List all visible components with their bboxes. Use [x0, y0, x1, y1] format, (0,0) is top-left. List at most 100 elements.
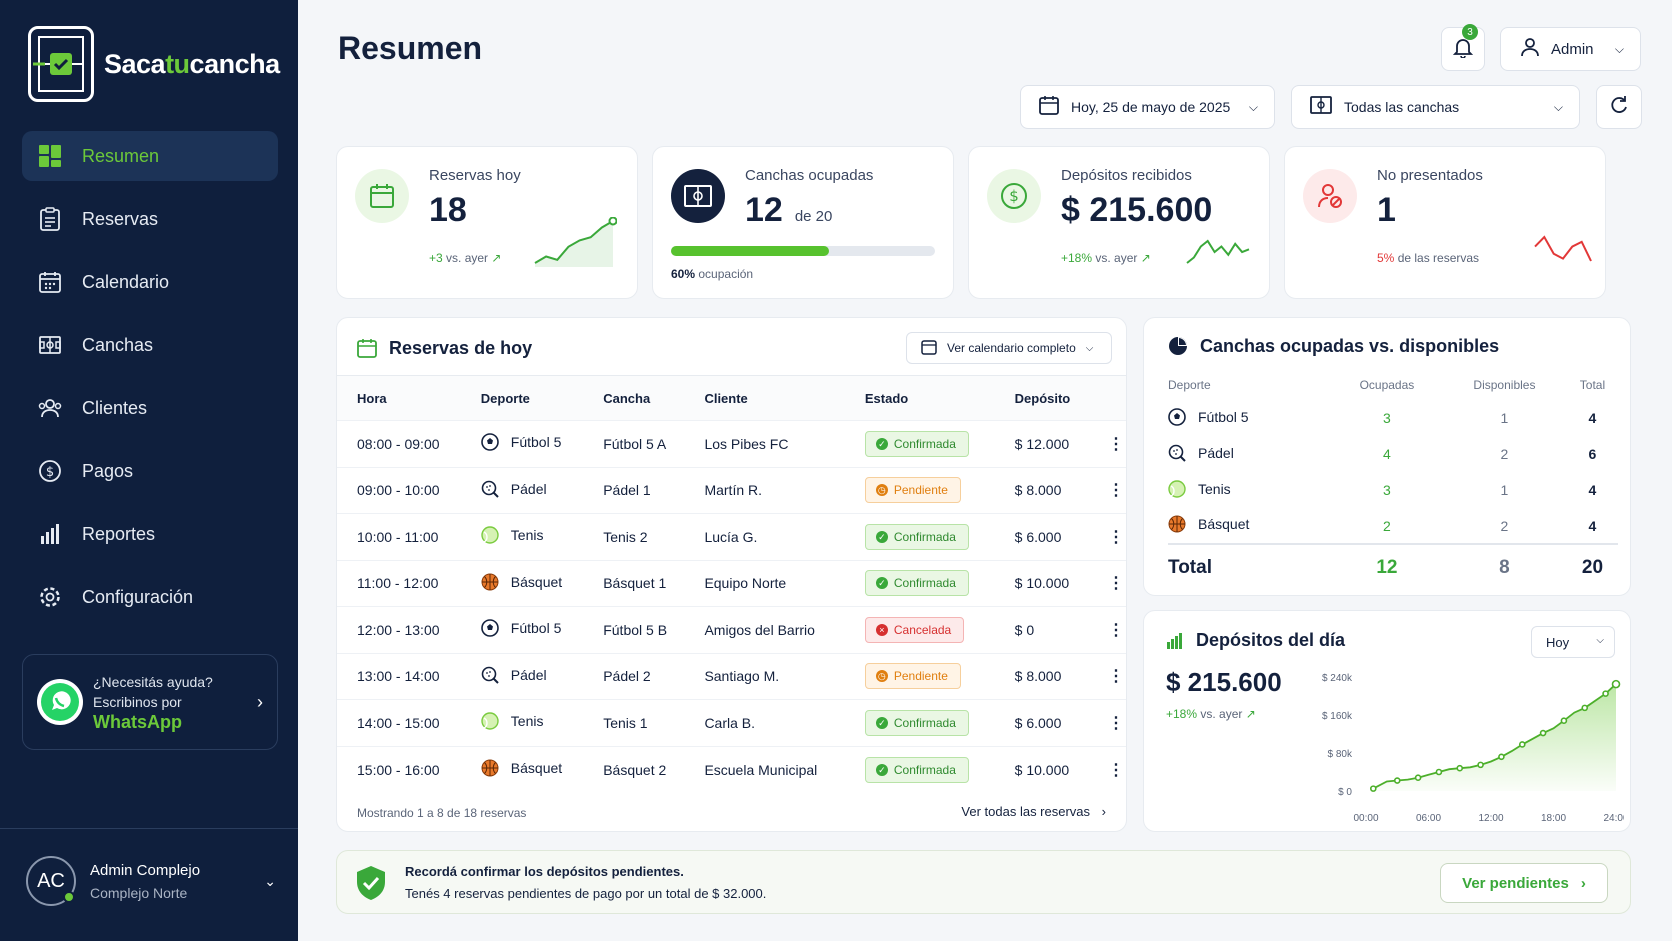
table-row[interactable]: 08:00 - 09:00 Fútbol 5 Fútbol 5 A Los Pibes…	[337, 420, 1126, 467]
fields-filter-select[interactable]: Todas las canchas ⌵	[1291, 85, 1580, 129]
status-label: Pendiente	[893, 669, 948, 684]
field-icon	[671, 169, 725, 223]
sport-label: Básquet	[1198, 516, 1250, 532]
y-tick-label: $ 0	[1338, 787, 1352, 798]
table-header-row: Deporte Ocupadas Disponibles Total	[1168, 370, 1618, 400]
bell-icon	[1452, 36, 1474, 62]
admin-menu-button[interactable]: Admin ⌵	[1500, 27, 1641, 71]
sport-label: Tenis	[1198, 480, 1231, 497]
x-tick-label: 12:00	[1478, 813, 1503, 824]
y-tick-label: $ 240k	[1322, 673, 1353, 684]
table-row: Pádel 4 2 6	[1168, 436, 1618, 472]
table-row[interactable]: 11:00 - 12:00 Básquet Básquet 1 Equipo Nort…	[337, 559, 1126, 607]
row-actions-menu-icon[interactable]: ⋮	[1086, 745, 1126, 793]
table-row[interactable]: 12:00 - 13:00 Fútbol 5 Fútbol 5 B Amigos de…	[337, 606, 1126, 653]
column-header: Total	[1579, 378, 1606, 392]
field-icon	[38, 333, 62, 357]
user-profile[interactable]: AC Admin Complejo Complejo Norte ⌄	[26, 856, 276, 906]
sidebar-item-label: Pagos	[82, 460, 134, 481]
sidebar-item-label: Reservas	[82, 208, 159, 229]
card-title: Depósitos del día	[1196, 630, 1346, 650]
cell-available: 1	[1500, 410, 1509, 426]
sport-label: Tenis	[510, 527, 544, 544]
table-row[interactable]: 10:00 - 11:00 Tenis Tenis 2 Lucía G. ✓ Confir…	[337, 513, 1126, 560]
cell-occupied: 4	[1383, 446, 1391, 462]
row-actions-menu-icon[interactable]: ⋮	[1086, 559, 1126, 607]
view-all-reservations-link[interactable]: Ver todas las reservas ›	[961, 804, 1106, 819]
column-header: Disponibles	[1473, 378, 1536, 392]
sidebar-item-configuracion[interactable]: Configuración	[22, 572, 278, 622]
table-row[interactable]: 13:00 - 14:00 Pádel Pádel 2 Santiago M. ◷ Pen…	[337, 652, 1126, 700]
trend-sparkline	[534, 217, 617, 267]
sidebar-item-reservas[interactable]: Reservas	[22, 194, 278, 244]
sidebar-item-clientes[interactable]: Clientes	[22, 383, 278, 433]
sidebar-item-canchas[interactable]: Canchas	[22, 320, 278, 370]
cell-total: 4	[1588, 410, 1597, 426]
sidebar-item-calendario[interactable]: Calendario	[22, 257, 278, 307]
cell-deposit: $ 8.000	[994, 466, 1086, 514]
chevron-right-icon: ›	[1580, 874, 1586, 892]
card-title: Reservas de hoy	[389, 338, 533, 358]
chevron-down-icon: ⌵	[1553, 100, 1563, 114]
notifications-button[interactable]: 3	[1441, 24, 1485, 71]
occupancy-label: 60% ocupación	[671, 267, 754, 281]
whatsapp-help-card[interactable]: ¿Necesitás ayuda? Escribinos por WhatsAp…	[22, 654, 278, 750]
banner-title: Recordá confirmar los depósitos pendient…	[405, 864, 684, 879]
whatsapp-icon	[37, 679, 83, 725]
row-actions-menu-icon[interactable]: ⋮	[1086, 606, 1126, 653]
kpi-value: 12 de 20	[745, 191, 833, 229]
soccer-ball-icon	[1168, 407, 1186, 426]
table-row[interactable]: 14:00 - 15:00 Tenis Tenis 1 Carla B. ✓ Confir…	[337, 699, 1126, 746]
fields-filter-value: Todas las canchas	[1344, 99, 1460, 115]
date-picker[interactable]: Hoy, 25 de mayo de 2025 ⌵	[1020, 85, 1275, 129]
chevron-down-icon[interactable]: ⌄	[264, 872, 276, 889]
view-pending-button[interactable]: Ver pendientes ›	[1440, 863, 1608, 903]
period-select[interactable]: Hoy ⌵	[1531, 626, 1615, 658]
cell-time: 13:00 - 14:00	[337, 652, 461, 700]
field-icon	[1310, 96, 1332, 118]
table-row[interactable]: 09:00 - 10:00 Pádel Pádel 1 Martín R. ◷ Pendi…	[337, 466, 1126, 514]
sidebar-item-reportes[interactable]: Reportes	[22, 509, 278, 559]
chart-area	[1373, 684, 1616, 791]
bar-chart-icon	[38, 522, 62, 546]
brand-logo[interactable]: Sacatucancha	[28, 26, 280, 102]
refresh-button[interactable]	[1596, 85, 1642, 129]
cell-court: Tenis 2	[583, 513, 685, 560]
status-badge: × Cancelada	[864, 616, 965, 643]
column-header: Deporte	[460, 375, 584, 421]
chevron-down-icon: ⌵	[1596, 635, 1604, 646]
row-actions-menu-icon[interactable]: ⋮	[1086, 513, 1126, 560]
row-actions-menu-icon[interactable]: ⋮	[1086, 420, 1126, 467]
cell-status: ✓ Confirmada	[844, 559, 995, 607]
sidebar-item-resumen[interactable]: Resumen	[22, 131, 278, 181]
column-header: Estado	[844, 375, 995, 421]
cell-occupied: 3	[1383, 482, 1391, 498]
table-row[interactable]: 15:00 - 16:00 Básquet Básquet 2 Escuela Mun…	[337, 745, 1126, 793]
cell-sport: Fútbol 5	[460, 606, 584, 653]
kpi-delta: +3 vs. ayer ↗	[429, 251, 502, 265]
row-actions-menu-icon[interactable]: ⋮	[1086, 652, 1126, 700]
cell-client: Carla B.	[684, 699, 845, 746]
view-calendar-button[interactable]: Ver calendario completo ⌵	[906, 332, 1112, 364]
chevron-down-icon: ⌵	[1085, 342, 1094, 354]
chevron-down-icon: ⌵	[1248, 100, 1258, 114]
sport-label: Pádel	[1198, 444, 1234, 461]
cell-total: 6	[1588, 446, 1597, 462]
cell-deposit: $ 10.000	[994, 745, 1086, 793]
chart-point	[1477, 761, 1484, 769]
cell-sport: Fútbol 5	[460, 420, 584, 467]
total-row: Total 12 8 20	[1168, 543, 1618, 590]
cell-sport: Básquet	[460, 559, 584, 607]
sport-label: Fútbol 5	[1198, 408, 1249, 425]
row-actions-menu-icon[interactable]: ⋮	[1086, 466, 1126, 514]
check-circle-icon: ✓	[875, 763, 888, 776]
row-actions-menu-icon[interactable]: ⋮	[1086, 699, 1126, 746]
kpi-label: No presentados	[1377, 167, 1483, 184]
dollar-icon: $	[987, 169, 1041, 223]
calendar-icon	[355, 169, 409, 223]
sidebar-item-pagos[interactable]: $ Pagos	[22, 446, 278, 496]
user-name: Admin Complejo	[90, 861, 201, 879]
status-label: Confirmada	[893, 436, 956, 451]
bar-chart-icon	[1166, 631, 1184, 654]
padel-racket-icon	[1168, 444, 1186, 462]
